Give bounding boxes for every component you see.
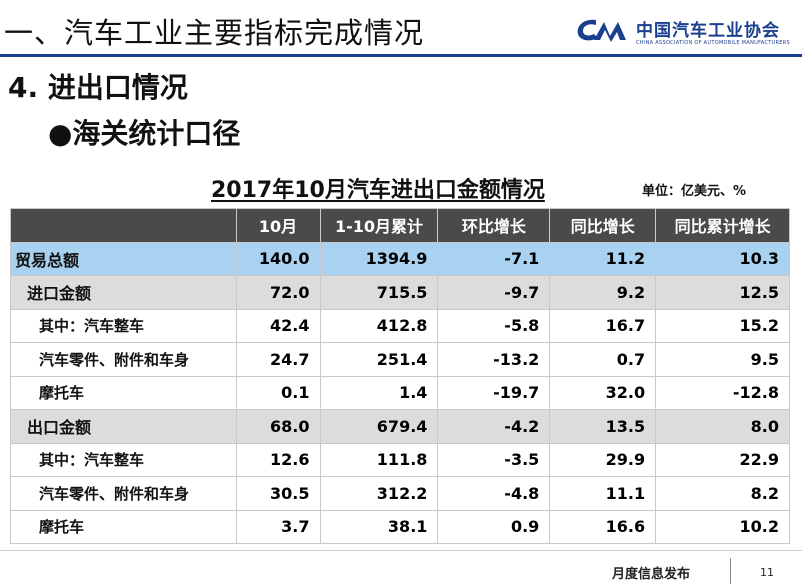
row-label: 其中：汽车整车 — [10, 308, 237, 343]
footer-label: 月度信息发布 — [612, 567, 691, 582]
cell-value: -12.8 — [655, 375, 790, 410]
unit-label: 单位：亿美元、% — [642, 184, 747, 199]
cell-value: 68.0 — [235, 409, 321, 444]
cell-value: 715.5 — [319, 275, 439, 310]
cell-value: 11.1 — [549, 476, 657, 511]
row-label: 摩托车 — [10, 375, 237, 410]
cell-value: -3.5 — [437, 442, 551, 477]
cell-value: 3.7 — [235, 509, 321, 544]
table-row: 进口金额 72.0 715.5 -9.7 9.2 12.5 — [10, 275, 790, 310]
footer-divider — [0, 550, 802, 551]
cell-value: 38.1 — [319, 509, 439, 544]
cell-value: -4.8 — [437, 476, 551, 511]
cell-value: 42.4 — [235, 308, 321, 343]
cell-value: 679.4 — [319, 409, 439, 444]
cell-value: 111.8 — [319, 442, 439, 477]
table-row: 其中：汽车整车 12.6 111.8 -3.5 29.9 22.9 — [10, 442, 790, 477]
table-row: 贸易总额 140.0 1394.9 -7.1 11.2 10.3 — [10, 241, 790, 276]
column-header: 同比增长 — [549, 208, 657, 243]
cell-value: -5.8 — [437, 308, 551, 343]
cell-value: 9.5 — [655, 342, 790, 377]
cell-value: 412.8 — [319, 308, 439, 343]
cell-value: 22.9 — [655, 442, 790, 477]
column-header: 环比增长 — [437, 208, 551, 243]
row-label: 汽车零件、附件和车身 — [10, 342, 237, 377]
column-header — [10, 208, 237, 243]
table-header-row: 10月 1-10月累计 环比增长 同比增长 同比累计增长 — [10, 208, 790, 243]
cell-value: 13.5 — [549, 409, 657, 444]
cell-value: 30.5 — [235, 476, 321, 511]
cell-value: 12.5 — [655, 275, 790, 310]
footer-separator — [730, 558, 731, 584]
row-label: 贸易总额 — [10, 241, 237, 276]
subsection-heading: 4. 进出口情况 — [8, 71, 188, 104]
cell-value: 12.6 — [235, 442, 321, 477]
cell-value: 312.2 — [319, 476, 439, 511]
cell-value: 10.2 — [655, 509, 790, 544]
cell-value: 8.2 — [655, 476, 790, 511]
table-row: 其中：汽车整车 42.4 412.8 -5.8 16.7 15.2 — [10, 308, 790, 343]
table-row: 汽车零件、附件和车身 30.5 312.2 -4.8 11.1 8.2 — [10, 476, 790, 511]
header-divider — [0, 54, 802, 57]
cell-value: 11.2 — [549, 241, 657, 276]
cell-value: -13.2 — [437, 342, 551, 377]
cell-value: 140.0 — [235, 241, 321, 276]
row-label: 其中：汽车整车 — [10, 442, 237, 477]
caam-logo: 中国汽车工业协会 CHINA ASSOCIATION OF AUTOMOBILE… — [574, 14, 802, 50]
row-label: 进口金额 — [10, 275, 237, 310]
cell-value: 15.2 — [655, 308, 790, 343]
column-header: 10月 — [235, 208, 321, 243]
table-title: 2017年10月汽车进出口金额情况 — [211, 178, 545, 203]
cell-value: 9.2 — [549, 275, 657, 310]
cell-value: -9.7 — [437, 275, 551, 310]
cell-value: 32.0 — [549, 375, 657, 410]
table-row: 摩托车 0.1 1.4 -19.7 32.0 -12.8 — [10, 375, 790, 410]
cell-value: 16.6 — [549, 509, 657, 544]
cell-value: 8.0 — [655, 409, 790, 444]
row-label: 出口金额 — [10, 409, 237, 444]
cell-value: 0.7 — [549, 342, 657, 377]
cell-value: 10.3 — [655, 241, 790, 276]
caam-logo-icon — [577, 19, 626, 42]
slide-header: 一、汽车工业主要指标完成情况 中国汽车工业协会 CHINA ASSOCIATIO… — [0, 0, 802, 57]
cell-value: -19.7 — [437, 375, 551, 410]
logo-english-text: CHINA ASSOCIATION OF AUTOMOBILE MANUFACT… — [636, 40, 790, 46]
cell-value: 1394.9 — [319, 241, 439, 276]
table-row: 摩托车 3.7 38.1 0.9 16.6 10.2 — [10, 509, 790, 544]
page-number: 11 — [760, 566, 774, 579]
row-label: 摩托车 — [10, 509, 237, 544]
row-label: 汽车零件、附件和车身 — [10, 476, 237, 511]
cell-value: -4.2 — [437, 409, 551, 444]
import-export-table: 10月 1-10月累计 环比增长 同比增长 同比累计增长 贸易总额 140.0 13… — [10, 208, 790, 544]
cell-value: 29.9 — [549, 442, 657, 477]
cell-value: 1.4 — [319, 375, 439, 410]
cell-value: 16.7 — [549, 308, 657, 343]
table-row: 出口金额 68.0 679.4 -4.2 13.5 8.0 — [10, 409, 790, 444]
cell-value: 0.1 — [235, 375, 321, 410]
section-title: 一、汽车工业主要指标完成情况 — [4, 16, 425, 50]
cell-value: 0.9 — [437, 509, 551, 544]
logo-chinese-text: 中国汽车工业协会 — [636, 21, 780, 41]
column-header: 1-10月累计 — [319, 208, 439, 243]
cell-value: 72.0 — [235, 275, 321, 310]
cell-value: -7.1 — [437, 241, 551, 276]
column-header: 同比累计增长 — [655, 208, 790, 243]
cell-value: 251.4 — [319, 342, 439, 377]
cell-value: 24.7 — [235, 342, 321, 377]
table-row: 汽车零件、附件和车身 24.7 251.4 -13.2 0.7 9.5 — [10, 342, 790, 377]
bullet-point: ●海关统计口径 — [48, 117, 241, 150]
